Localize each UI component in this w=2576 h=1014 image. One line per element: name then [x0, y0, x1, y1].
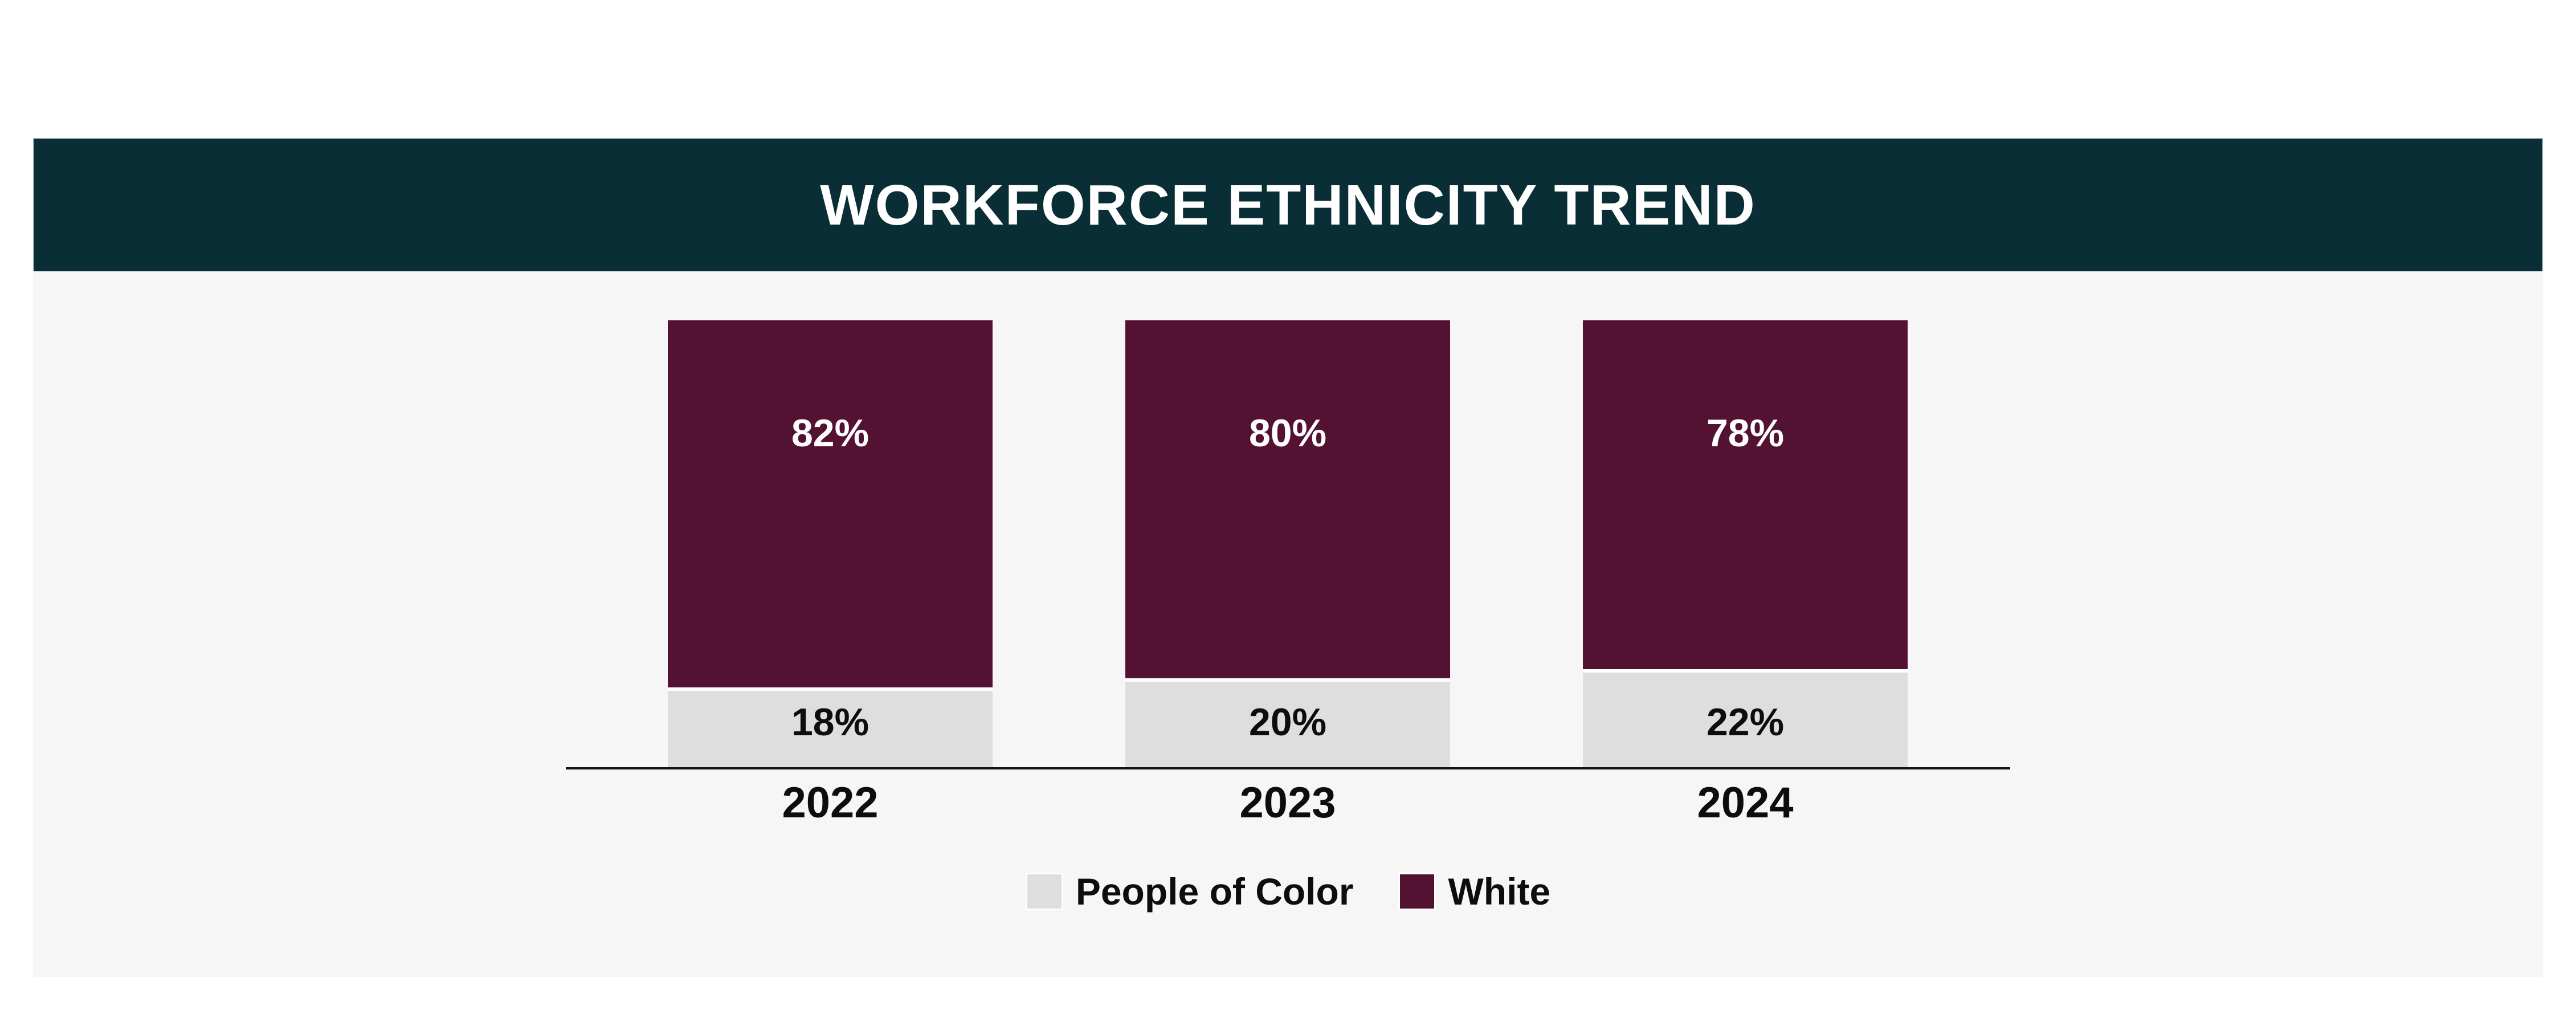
legend-label-white: White	[1448, 870, 1551, 913]
x-axis-tick-2022: 2022	[782, 779, 879, 827]
chart-title: WORKFORCE ETHNICITY TREND	[820, 173, 1756, 237]
x-axis-tick-2024: 2024	[1697, 779, 1794, 827]
x-axis-line	[566, 767, 2010, 769]
legend-label-people-of-color: People of Color	[1075, 870, 1354, 913]
chart-title-bar: WORKFORCE ETHNICITY TREND	[33, 138, 2543, 271]
bar-2022: 82% 18%	[668, 320, 993, 768]
bar-2022-white-segment	[668, 320, 993, 687]
bar-2023: 80% 20%	[1125, 320, 1450, 768]
legend: People of Color White	[33, 873, 2543, 910]
chart-card: WORKFORCE ETHNICITY TREND 82% 18% 80% 20…	[33, 138, 2543, 977]
bar-2022-people-of-color-segment	[668, 687, 993, 768]
bar-2023-white-segment	[1125, 320, 1450, 678]
bar-2023-people-of-color-segment	[1125, 678, 1450, 768]
bar-2024-white-segment	[1583, 320, 1908, 670]
chart-area: 82% 18% 80% 20% 78% 22% 2022 2023 2024 P…	[33, 271, 2543, 977]
bar-2024-people-of-color-segment	[1583, 669, 1908, 768]
legend-item-white: White	[1398, 870, 1551, 913]
legend-swatch-white	[1398, 873, 1436, 910]
x-axis-tick-2023: 2023	[1239, 779, 1336, 827]
bar-2024: 78% 22%	[1583, 320, 1908, 768]
legend-item-people-of-color: People of Color	[1025, 870, 1354, 913]
legend-swatch-people-of-color	[1025, 873, 1063, 910]
